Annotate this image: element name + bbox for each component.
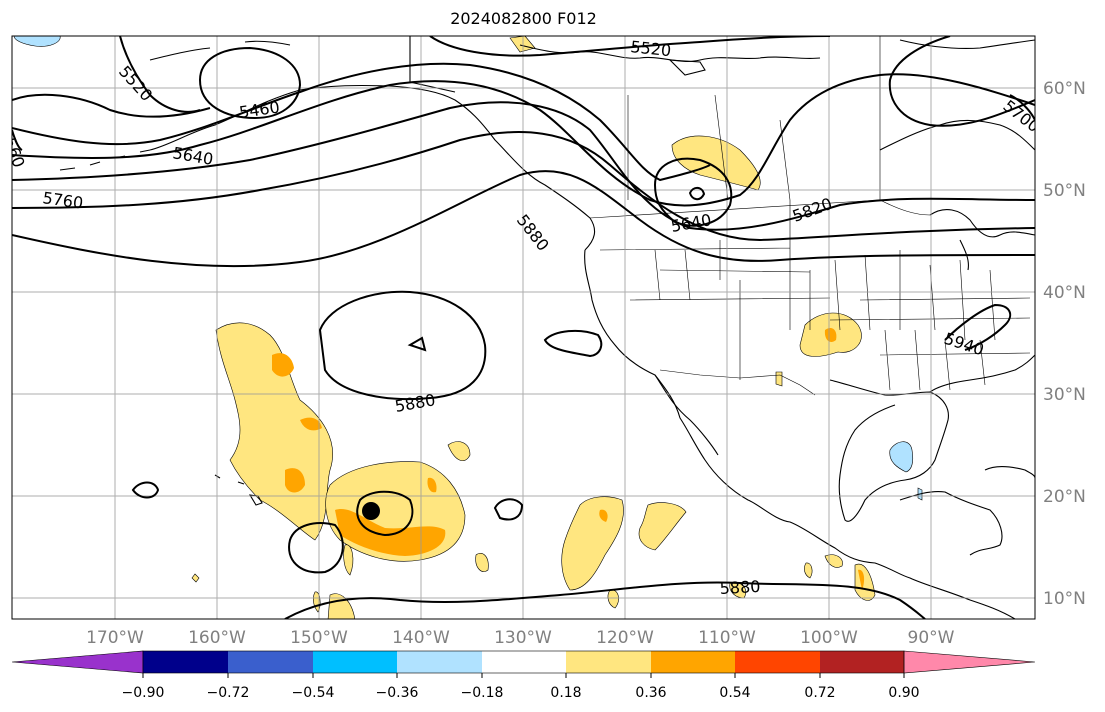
- colorbar-segment: [820, 651, 904, 673]
- colorbar-tick-label: 0.90: [888, 685, 919, 701]
- colorbar-tick-label: 0.54: [719, 685, 750, 701]
- colorbar-tick-label: −0.36: [376, 685, 419, 701]
- longitude-label: 160°W: [188, 628, 246, 648]
- storm-center-marker: [362, 502, 380, 520]
- contour-label: 5520: [630, 37, 672, 60]
- longitude-label: 170°W: [86, 628, 144, 648]
- anomaly-fill-layer: [191, 36, 876, 619]
- graticule: [12, 36, 1035, 619]
- colorbar-frame: [142, 650, 905, 674]
- colorbar-segment: [482, 651, 566, 673]
- longitude-label-group: 170°W 160°W 150°W 140°W 130°W 120°W 110°…: [86, 628, 955, 648]
- longitude-label: 120°W: [596, 628, 654, 648]
- latitude-label: 10°N: [1043, 589, 1086, 609]
- colorbar-segment: [143, 651, 228, 673]
- latitude-label: 30°N: [1043, 385, 1086, 405]
- colorbar-segment: [735, 651, 820, 673]
- map-title: 2024082800 F012: [450, 9, 597, 28]
- longitude-label: 90°W: [908, 628, 955, 648]
- negative-anomaly-fill-layer: [13, 36, 923, 501]
- colorbar-tick-label: 0.18: [550, 685, 581, 701]
- longitude-label: 100°W: [800, 628, 858, 648]
- latitude-label: 60°N: [1043, 79, 1086, 99]
- latitude-label: 50°N: [1043, 181, 1086, 201]
- latitude-label: 40°N: [1043, 283, 1086, 303]
- colorbar-segment: [11, 650, 144, 674]
- longitude-label: 150°W: [290, 628, 348, 648]
- latitude-label: 20°N: [1043, 487, 1086, 507]
- colorbar-segment: [228, 651, 313, 673]
- longitude-label: 130°W: [494, 628, 552, 648]
- latitude-label-group: 60°N 50°N 40°N 30°N 20°N 10°N: [1043, 79, 1086, 609]
- contour-label: 5880: [719, 577, 761, 598]
- colorbar-segment: [313, 651, 397, 673]
- colorbar-tick-label: 0.36: [635, 685, 666, 701]
- colorbar-tick-label: 0.72: [804, 685, 835, 701]
- colorbar-tick-label: −0.18: [461, 685, 504, 701]
- colorbar-segment: [397, 651, 482, 673]
- colorbar-tick-label: −0.90: [122, 685, 165, 701]
- map-frame: [11, 35, 1036, 620]
- height-contour-layer: [12, 36, 1035, 619]
- colorbar-segment: [651, 651, 735, 673]
- colorbar-segment: [903, 650, 1036, 674]
- colorbar-tick-label: −0.72: [207, 685, 250, 701]
- longitude-label: 140°W: [392, 628, 450, 648]
- colorbar: −0.90 −0.72 −0.54 −0.36 −0.18 0.18 0.36 …: [11, 650, 1036, 701]
- colorbar-segment: [566, 651, 651, 673]
- colorbar-tick-label: −0.54: [292, 685, 335, 701]
- longitude-label: 110°W: [698, 628, 756, 648]
